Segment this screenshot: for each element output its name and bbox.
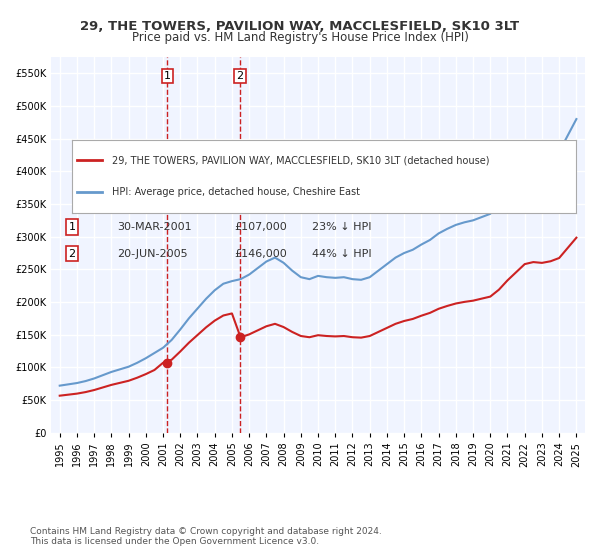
Text: HPI: Average price, detached house, Cheshire East: HPI: Average price, detached house, Ches… xyxy=(112,188,361,198)
Text: 29, THE TOWERS, PAVILION WAY, MACCLESFIELD, SK10 3LT (detached house): 29, THE TOWERS, PAVILION WAY, MACCLESFIE… xyxy=(112,155,490,165)
Text: 1: 1 xyxy=(68,222,76,232)
Text: 2: 2 xyxy=(68,249,76,259)
Text: 20-JUN-2005: 20-JUN-2005 xyxy=(117,249,188,259)
Text: 44% ↓ HPI: 44% ↓ HPI xyxy=(312,249,371,259)
Text: Price paid vs. HM Land Registry's House Price Index (HPI): Price paid vs. HM Land Registry's House … xyxy=(131,31,469,44)
Text: £146,000: £146,000 xyxy=(234,249,287,259)
Text: Contains HM Land Registry data © Crown copyright and database right 2024.
This d: Contains HM Land Registry data © Crown c… xyxy=(30,526,382,546)
Text: 2: 2 xyxy=(236,71,244,81)
Text: 29, THE TOWERS, PAVILION WAY, MACCLESFIELD, SK10 3LT: 29, THE TOWERS, PAVILION WAY, MACCLESFIE… xyxy=(80,20,520,32)
Text: £107,000: £107,000 xyxy=(234,222,287,232)
Text: 30-MAR-2001: 30-MAR-2001 xyxy=(117,222,191,232)
Text: 23% ↓ HPI: 23% ↓ HPI xyxy=(312,222,371,232)
Text: 1: 1 xyxy=(164,71,171,81)
